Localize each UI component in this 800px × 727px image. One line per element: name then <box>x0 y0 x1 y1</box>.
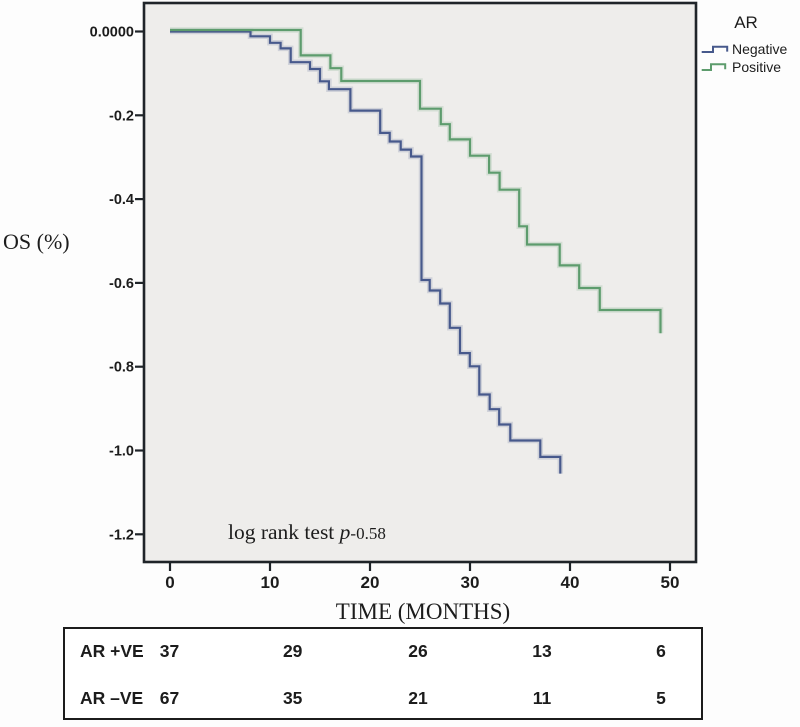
svg-text:0.0000: 0.0000 <box>90 25 134 41</box>
svg-text:30: 30 <box>461 573 480 592</box>
svg-text:-1.2: -1.2 <box>109 527 134 543</box>
svg-text:AR: AR <box>734 13 758 32</box>
svg-text:Negative: Negative <box>732 41 787 57</box>
svg-text:40: 40 <box>561 573 580 592</box>
svg-text:21: 21 <box>408 688 428 708</box>
svg-text:AR –VE: AR –VE <box>80 688 143 708</box>
svg-text:AR +VE: AR +VE <box>80 641 144 661</box>
svg-text:26: 26 <box>408 641 428 661</box>
svg-text:-0.4: -0.4 <box>109 192 134 208</box>
svg-text:20: 20 <box>361 573 380 592</box>
svg-text:13: 13 <box>532 641 552 661</box>
svg-text:67: 67 <box>160 688 179 708</box>
svg-text:6: 6 <box>656 641 666 661</box>
svg-text:-0.8: -0.8 <box>109 360 134 376</box>
svg-text:log rank test p-0.58: log rank test p-0.58 <box>228 520 386 544</box>
svg-text:-0.6: -0.6 <box>109 276 134 292</box>
svg-text:0: 0 <box>165 573 174 592</box>
svg-text:-0.2: -0.2 <box>109 108 134 124</box>
svg-text:5: 5 <box>656 688 666 708</box>
svg-text:11: 11 <box>533 688 552 708</box>
svg-text:10: 10 <box>261 573 280 592</box>
svg-text:29: 29 <box>283 641 303 661</box>
svg-text:OS (%): OS (%) <box>3 229 70 254</box>
svg-text:37: 37 <box>160 641 179 661</box>
svg-text:-1.0: -1.0 <box>109 444 134 460</box>
svg-text:50: 50 <box>661 573 680 592</box>
svg-text:Positive: Positive <box>732 59 781 75</box>
svg-text:TIME (MONTHS): TIME (MONTHS) <box>336 599 510 624</box>
svg-text:35: 35 <box>283 688 303 708</box>
